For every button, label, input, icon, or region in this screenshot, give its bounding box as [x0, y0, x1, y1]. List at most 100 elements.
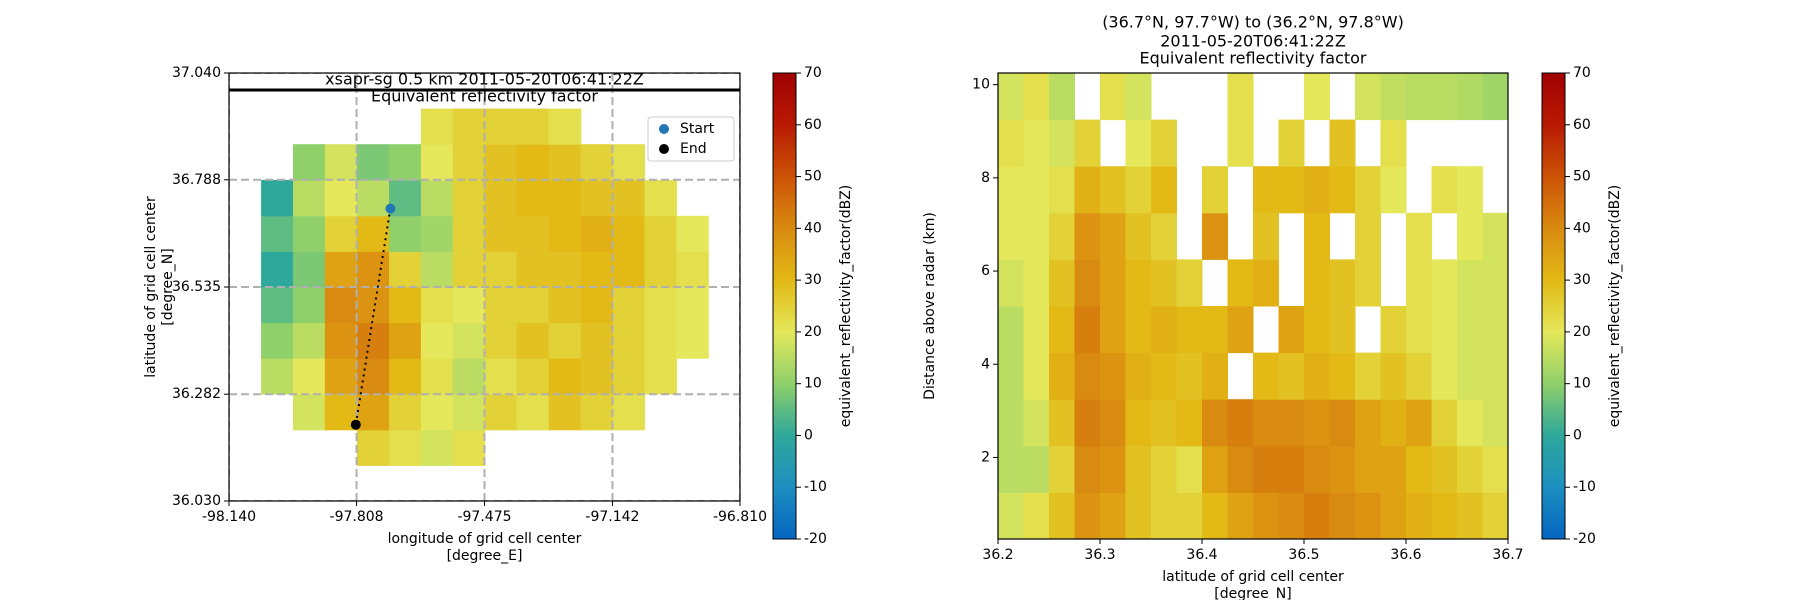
cell	[356, 287, 390, 324]
cell	[1431, 492, 1458, 539]
cell	[644, 215, 677, 252]
cell	[1151, 352, 1177, 400]
cell	[1482, 212, 1508, 260]
cell	[484, 108, 518, 145]
legend-marker	[659, 124, 669, 134]
cell	[1329, 492, 1356, 539]
cell	[1100, 306, 1126, 354]
cell	[452, 180, 486, 217]
cell	[1074, 399, 1101, 447]
cell	[1023, 352, 1050, 400]
cell	[1253, 399, 1279, 447]
cell	[452, 251, 486, 288]
y-axis-label: latitude of grid cell center	[143, 196, 159, 378]
cell	[1457, 212, 1483, 260]
cell	[1202, 352, 1228, 400]
cell	[1202, 166, 1228, 214]
cell	[389, 215, 422, 252]
cell	[389, 287, 422, 324]
cell	[261, 287, 294, 324]
cell	[1151, 306, 1177, 354]
chart-title: 2011-05-20T06:41:22Z	[1160, 32, 1346, 51]
cell	[1380, 399, 1407, 447]
cell	[516, 322, 550, 359]
cell	[1304, 212, 1330, 260]
cell	[389, 322, 422, 359]
cell	[1049, 306, 1075, 354]
colorbar-tick-label: 70	[1573, 65, 1591, 81]
cell	[356, 251, 390, 288]
cell	[1125, 306, 1152, 354]
cell	[1227, 73, 1254, 121]
cell	[1049, 445, 1075, 493]
colorbar-tick-label: 20	[1573, 324, 1591, 340]
cell	[516, 251, 550, 288]
cell	[1125, 73, 1152, 121]
cell	[548, 108, 582, 145]
y-tick-label: 6	[981, 263, 990, 279]
cell	[1457, 492, 1483, 539]
cell	[1406, 73, 1432, 121]
cell	[1227, 259, 1254, 307]
axes-frame	[997, 72, 1509, 540]
x-axis-label: [degree_E]	[447, 548, 523, 564]
cell	[644, 251, 677, 288]
cell	[1431, 445, 1458, 493]
cell	[580, 144, 614, 181]
cell	[1023, 212, 1050, 260]
y-tick-label: 10	[972, 77, 990, 93]
colorbar-tick-label: -20	[804, 531, 827, 547]
cell	[484, 394, 518, 431]
cell	[324, 358, 358, 395]
cell	[452, 215, 486, 252]
cell	[420, 144, 454, 181]
cell	[356, 358, 390, 395]
cell	[548, 358, 582, 395]
cell	[1355, 445, 1381, 493]
cell	[516, 287, 550, 324]
cell	[1304, 306, 1330, 354]
cell	[1074, 166, 1101, 214]
cell	[1049, 492, 1075, 539]
cell	[484, 287, 518, 324]
cell	[612, 144, 646, 181]
cell	[1304, 166, 1330, 214]
x-tick-label: -98.140	[202, 509, 256, 525]
cell	[452, 429, 486, 466]
cell	[292, 394, 326, 431]
cell	[998, 73, 1024, 121]
cell	[1304, 259, 1330, 307]
plot-area	[998, 73, 1508, 539]
cell	[612, 215, 646, 252]
cell	[1457, 399, 1483, 447]
cell	[356, 144, 390, 181]
cell	[1125, 352, 1152, 400]
cell	[1355, 399, 1381, 447]
cell	[1074, 445, 1101, 493]
cell	[580, 251, 614, 288]
cell	[1100, 445, 1126, 493]
cell	[452, 394, 486, 431]
cell	[356, 180, 390, 217]
cell	[356, 394, 390, 431]
cell	[1151, 492, 1177, 539]
cell	[1151, 212, 1177, 260]
y-tick-label: 2	[981, 449, 990, 465]
cell	[1482, 259, 1508, 307]
cell	[580, 180, 614, 217]
cell	[484, 144, 518, 181]
cell	[516, 215, 550, 252]
cell	[1125, 492, 1152, 539]
cell	[261, 358, 294, 395]
cell	[1406, 445, 1432, 493]
cell	[1125, 166, 1152, 214]
cell	[452, 322, 486, 359]
cross-section-line	[354, 208, 392, 425]
cell	[452, 287, 486, 324]
cell	[292, 180, 326, 217]
cell	[1151, 399, 1177, 447]
cell	[1329, 399, 1356, 447]
cell	[389, 394, 422, 431]
cell	[1151, 259, 1177, 307]
